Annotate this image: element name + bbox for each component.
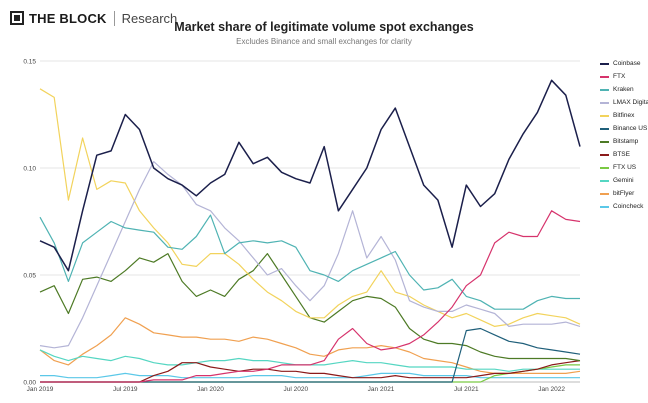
legend-label: Bitstamp [613,138,639,145]
legend-item: Bitstamp [600,135,648,148]
legend-item: LMAX Digital [600,96,648,109]
x-tick-label: Jul 2021 [454,386,479,393]
legend-label: FTX US [613,164,637,171]
x-tick-label: Jan 2020 [197,386,224,393]
chart-title: Market share of legitimate volume spot e… [174,20,474,34]
x-tick-label: Jan 2019 [27,386,54,393]
legend-label: Coincheck [613,203,644,210]
legend-item: Bitfinex [600,109,648,122]
legend-label: Binance US [613,125,648,132]
series-line-coinbase [39,79,581,272]
x-tick-label: Jul 2020 [284,386,309,393]
y-tick-label: 0.00 [23,380,36,387]
series-line-ftx [40,210,581,383]
legend-label: bitFlyer [613,190,635,197]
y-tick-label: 0.15 [23,59,36,66]
series-line-coincheck [40,372,580,379]
brand-divider [113,10,115,26]
x-tick-label: Jul 2019 [113,386,138,393]
legend-item: Gemini [600,174,648,187]
legend-item: BTSE [600,148,648,161]
legend-item: Coincheck [600,200,648,213]
legend-label: LMAX Digital [613,99,648,106]
legend-swatch [600,153,609,156]
series-line-gemini [39,349,580,372]
series-line-kraken [39,214,580,310]
legend-item: bitFlyer [600,187,648,200]
legend-item: Binance US [600,122,648,135]
series-line-bitflyer [39,317,581,374]
legend-swatch [600,127,609,130]
series-line-lmax-digital [39,161,581,349]
chart-legend: Coinbase FTX Kraken LMAX Digital Bitfinex Bin… [600,57,648,213]
y-tick-label: 0.05 [23,273,36,280]
legend-label: BTSE [613,151,630,158]
legend-swatch [600,88,609,91]
brand-section: Research [121,10,178,26]
brand-logo: THE BLOCK Research [10,8,177,28]
legend-swatch [600,179,609,182]
x-tick-label: Jan 2021 [368,386,395,393]
brand-name: THE BLOCK [29,10,107,26]
legend-label: Kraken [613,86,634,93]
y-tick-label: 0.10 [23,166,36,173]
legend-swatch [600,205,609,208]
legend-item: Kraken [600,83,648,96]
legend-item: FTX US [600,161,648,174]
series-line-bitfinex [39,88,581,327]
series-line-btse [40,360,581,383]
legend-label: Gemini [613,177,634,184]
block-logo-icon [10,11,24,25]
legend-swatch [600,75,609,78]
legend-item: FTX [600,70,648,83]
legend-label: FTX [613,73,626,80]
x-tick-label: Jan 2022 [538,386,565,393]
legend-swatch [600,140,609,143]
chart-subtitle: Excludes Binance and small exchanges for… [236,37,412,46]
legend-label: Bitfinex [613,112,635,119]
legend-label: Coinbase [613,60,641,67]
legend-item: Coinbase [600,57,648,70]
legend-swatch [600,114,609,117]
legend-swatch [600,62,609,65]
legend-swatch [600,101,609,104]
legend-swatch [600,192,609,195]
legend-swatch [600,166,609,169]
